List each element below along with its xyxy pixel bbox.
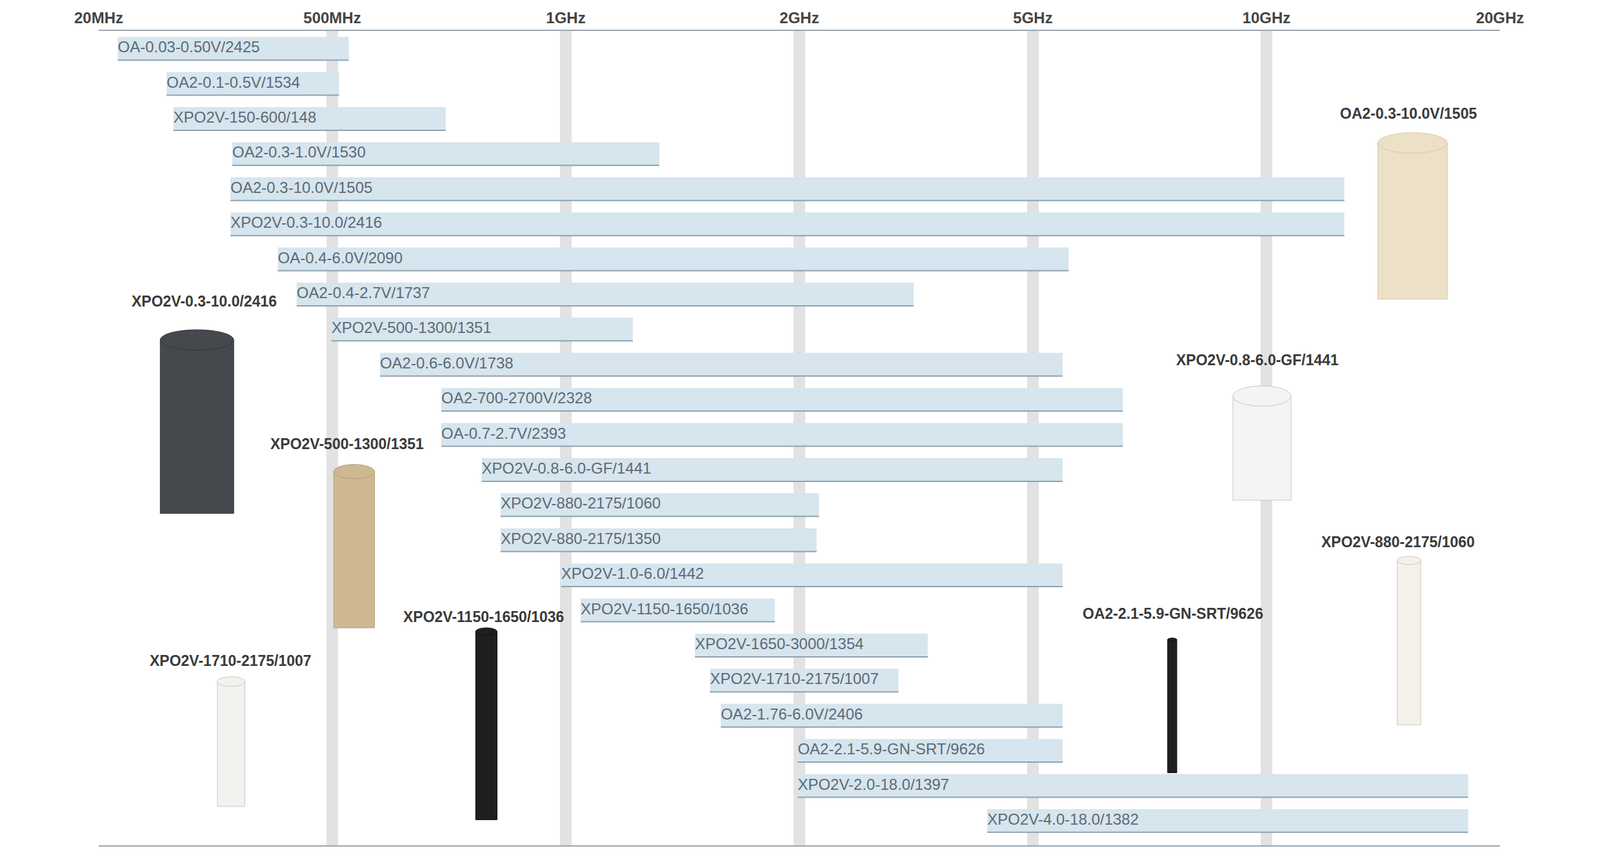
svg-text:10GHz: 10GHz	[1242, 9, 1291, 27]
svg-text:XPO2V-1650-3000/1354: XPO2V-1650-3000/1354	[694, 634, 864, 653]
svg-text:XPO2V-880-2175/1060: XPO2V-880-2175/1060	[1321, 533, 1475, 551]
svg-text:XPO2V-1.0-6.0/1442: XPO2V-1.0-6.0/1442	[561, 564, 704, 582]
svg-text:2GHz: 2GHz	[779, 9, 819, 27]
svg-text:OA2-1.76-6.0V/2406: OA2-1.76-6.0V/2406	[720, 705, 863, 723]
svg-text:XPO2V-4.0-18.0/1382: XPO2V-4.0-18.0/1382	[987, 810, 1139, 828]
svg-text:OA2-2.1-5.9-GN-SRT/9626: OA2-2.1-5.9-GN-SRT/9626	[1082, 605, 1264, 622]
svg-text:20MHz: 20MHz	[74, 9, 124, 27]
svg-text:XPO2V-1710-2175/1007: XPO2V-1710-2175/1007	[149, 652, 312, 670]
svg-text:XPO2V-1150-1650/1036: XPO2V-1150-1650/1036	[580, 600, 749, 618]
svg-text:OA2-2.1-5.9-GN-SRT/9626: OA2-2.1-5.9-GN-SRT/9626	[797, 740, 985, 758]
svg-text:OA2-700-2700V/2328: OA2-700-2700V/2328	[441, 389, 593, 407]
svg-text:OA2-0.3-10.0V/1505: OA2-0.3-10.0V/1505	[230, 178, 373, 197]
svg-text:XPO2V-500-1300/1351: XPO2V-500-1300/1351	[270, 435, 424, 453]
svg-text:20GHz: 20GHz	[1476, 9, 1525, 27]
svg-text:XPO2V-500-1300/1351: XPO2V-500-1300/1351	[331, 318, 492, 337]
svg-text:XPO2V-1150-1650/1036: XPO2V-1150-1650/1036	[403, 608, 564, 626]
svg-text:OA-0.03-0.50V/2425: OA-0.03-0.50V/2425	[118, 38, 260, 56]
svg-text:OA2-0.3-1.0V/1530: OA2-0.3-1.0V/1530	[232, 143, 366, 161]
svg-text:OA2-0.4-2.7V/1737: OA2-0.4-2.7V/1737	[296, 283, 431, 302]
svg-text:1GHz: 1GHz	[545, 9, 586, 27]
svg-text:XPO2V-0.8-6.0-GF/1441: XPO2V-0.8-6.0-GF/1441	[1176, 351, 1339, 369]
svg-text:XPO2V-880-2175/1350: XPO2V-880-2175/1350	[500, 529, 661, 548]
svg-text:XPO2V-0.3-10.0/2416: XPO2V-0.3-10.0/2416	[131, 292, 277, 310]
svg-text:XPO2V-0.8-6.0-GF/1441: XPO2V-0.8-6.0-GF/1441	[481, 459, 652, 477]
svg-text:500MHz: 500MHz	[303, 9, 361, 27]
svg-text:OA2-0.1-0.5V/1534: OA2-0.1-0.5V/1534	[166, 73, 300, 91]
svg-text:XPO2V-2.0-18.0/1397: XPO2V-2.0-18.0/1397	[797, 775, 950, 793]
svg-text:OA2-0.6-6.0V/1738: OA2-0.6-6.0V/1738	[380, 354, 514, 372]
svg-text:XPO2V-0.3-10.0/2416: XPO2V-0.3-10.0/2416	[230, 213, 382, 231]
svg-text:OA2-0.3-10.0V/1505: OA2-0.3-10.0V/1505	[1340, 105, 1477, 122]
svg-text:5GHz: 5GHz	[1012, 9, 1053, 27]
svg-text:OA-0.4-6.0V/2090: OA-0.4-6.0V/2090	[278, 249, 403, 267]
svg-text:XPO2V-150-600/148: XPO2V-150-600/148	[173, 108, 317, 126]
svg-text:OA-0.7-2.7V/2393: OA-0.7-2.7V/2393	[441, 424, 566, 442]
svg-text:XPO2V-1710-2175/1007: XPO2V-1710-2175/1007	[709, 669, 879, 688]
svg-text:XPO2V-880-2175/1060: XPO2V-880-2175/1060	[500, 494, 661, 512]
